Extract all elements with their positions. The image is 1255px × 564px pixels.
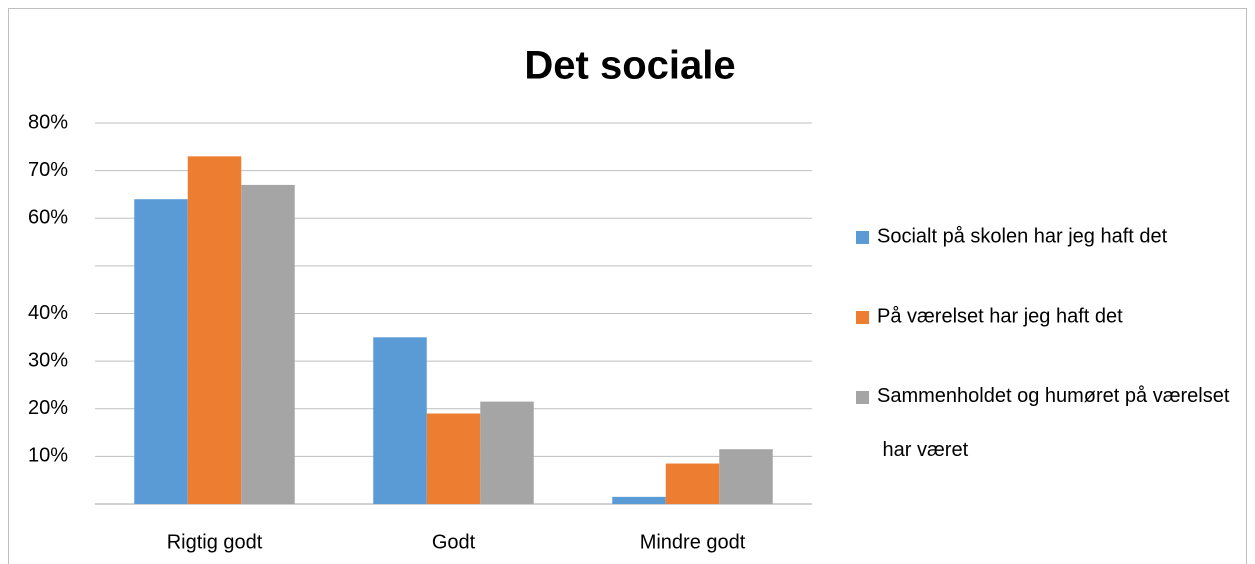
legend-label-line: Sammenholdet og humøret på værelset <box>877 385 1230 407</box>
y-tick-label: 80% <box>28 111 68 133</box>
bar <box>241 184 295 504</box>
bar <box>612 496 666 504</box>
legend-swatch <box>856 231 869 244</box>
legend-label: Sammenholdet og humøret på værelset har … <box>877 385 1230 461</box>
bar <box>665 463 720 504</box>
legend-swatch <box>856 311 869 324</box>
y-tick-label: 10% <box>28 445 68 467</box>
y-tick-label: 60% <box>28 207 68 229</box>
bar <box>373 337 427 504</box>
bar <box>480 401 534 504</box>
y-tick-label: 20% <box>28 397 68 419</box>
x-tick-label: Rigtig godt <box>167 531 263 553</box>
bar <box>134 199 188 504</box>
bar <box>426 413 481 504</box>
legend-label: Socialt på skolen har jeg haft det <box>877 225 1168 247</box>
x-tick-label: Mindre godt <box>640 531 746 553</box>
y-tick-label: 30% <box>28 349 68 371</box>
legend-label: På værelset har jeg haft det <box>877 305 1123 327</box>
y-tick-label: 40% <box>28 302 68 324</box>
legend-swatch <box>856 391 869 404</box>
y-tick-label: 70% <box>28 159 68 181</box>
chart-title: Det sociale <box>524 44 735 88</box>
bar <box>719 449 773 504</box>
x-tick-label: Godt <box>432 531 476 553</box>
legend-label-line: har været <box>877 439 969 461</box>
bar <box>187 156 242 504</box>
